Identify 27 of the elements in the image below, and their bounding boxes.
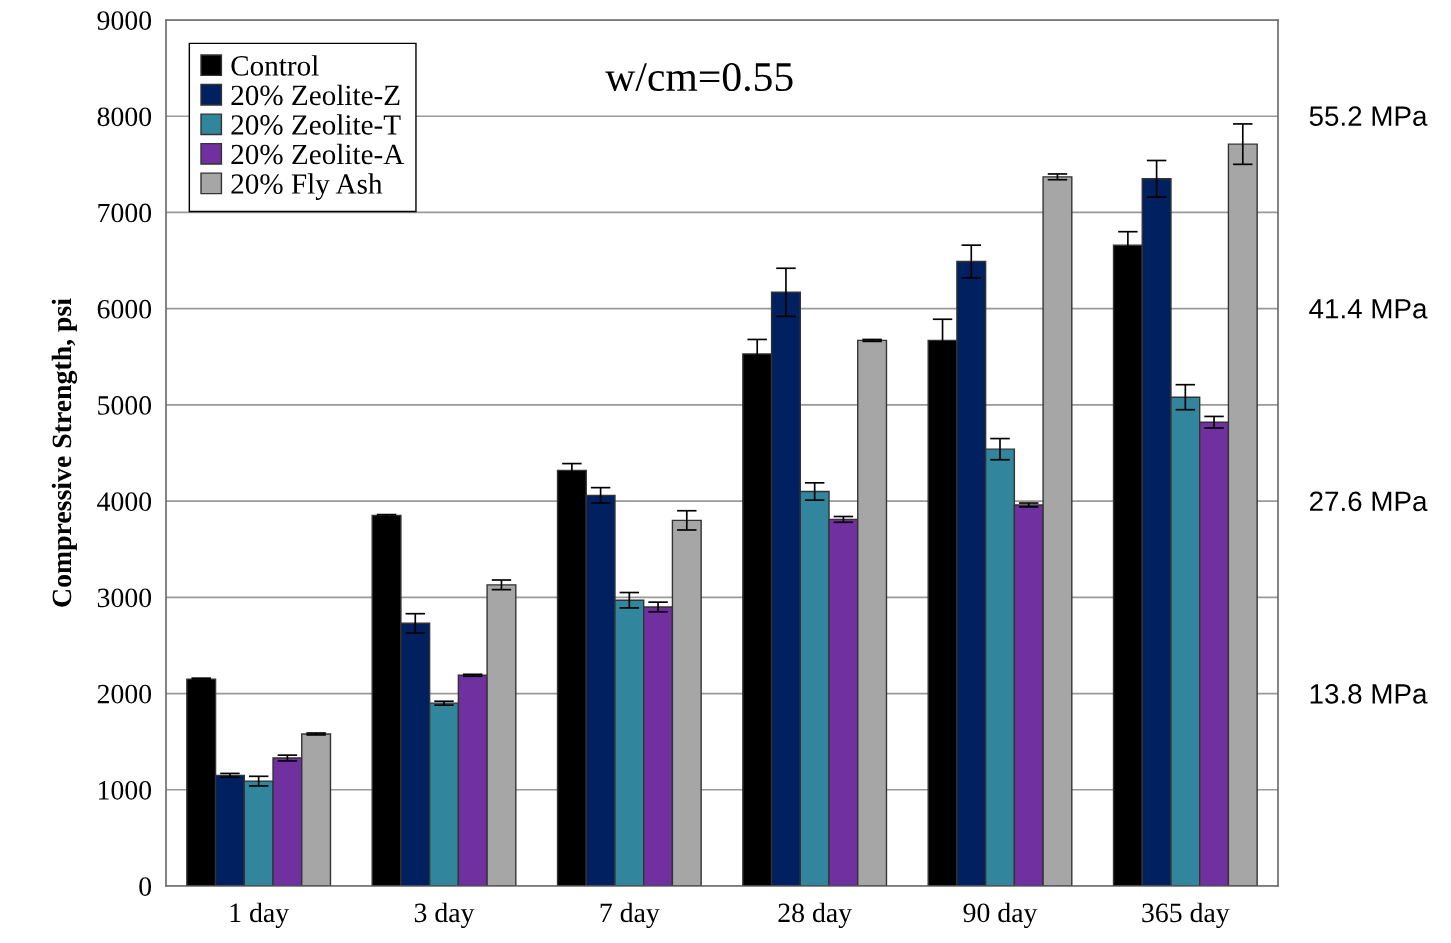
legend-label: 20% Zeolite-Z [231,84,400,106]
y-tick-label: 7000 [98,203,152,223]
x-tick-label: 3 day [414,902,475,928]
y-tick-label: 6000 [97,299,152,319]
y-tick-label: 5000 [98,396,152,415]
legend-label: 20% Fly Ash [231,173,383,200]
x-tick-label: 365 day [1142,902,1230,928]
y-tick-label: 4000 [97,492,152,512]
legend-label: Control [231,55,319,76]
annotation: w/cm=0.55 [605,62,793,92]
y2-tick-label: 13.8 MPa [1310,684,1428,704]
legend-label: 20% Zeolite-A [231,143,405,165]
y-tick-label: 8000 [97,107,152,127]
x-tick-label: 1 day [230,902,290,928]
y2-tick-label: 41.4 MPa [1309,299,1428,319]
y-tick-label: 3000 [97,588,152,608]
y2-tick-label: 55.2 MPa [1309,106,1428,126]
y-tick-label: 1000 [99,780,152,800]
y-tick-label: 0 [139,877,152,896]
y-axis-title: Compressive Strength, psi [51,298,78,607]
x-tick-label: 7 day [600,902,660,928]
x-tick-label: 28 day [778,902,852,928]
legend-label: 20% Zeolite-T [231,114,401,135]
y2-tick-label: 27.6 MPa [1309,491,1428,512]
y-tick-label: 9000 [97,11,152,30]
x-tick-label: 90 day [963,902,1038,928]
y-tick-label: 2000 [97,684,152,704]
